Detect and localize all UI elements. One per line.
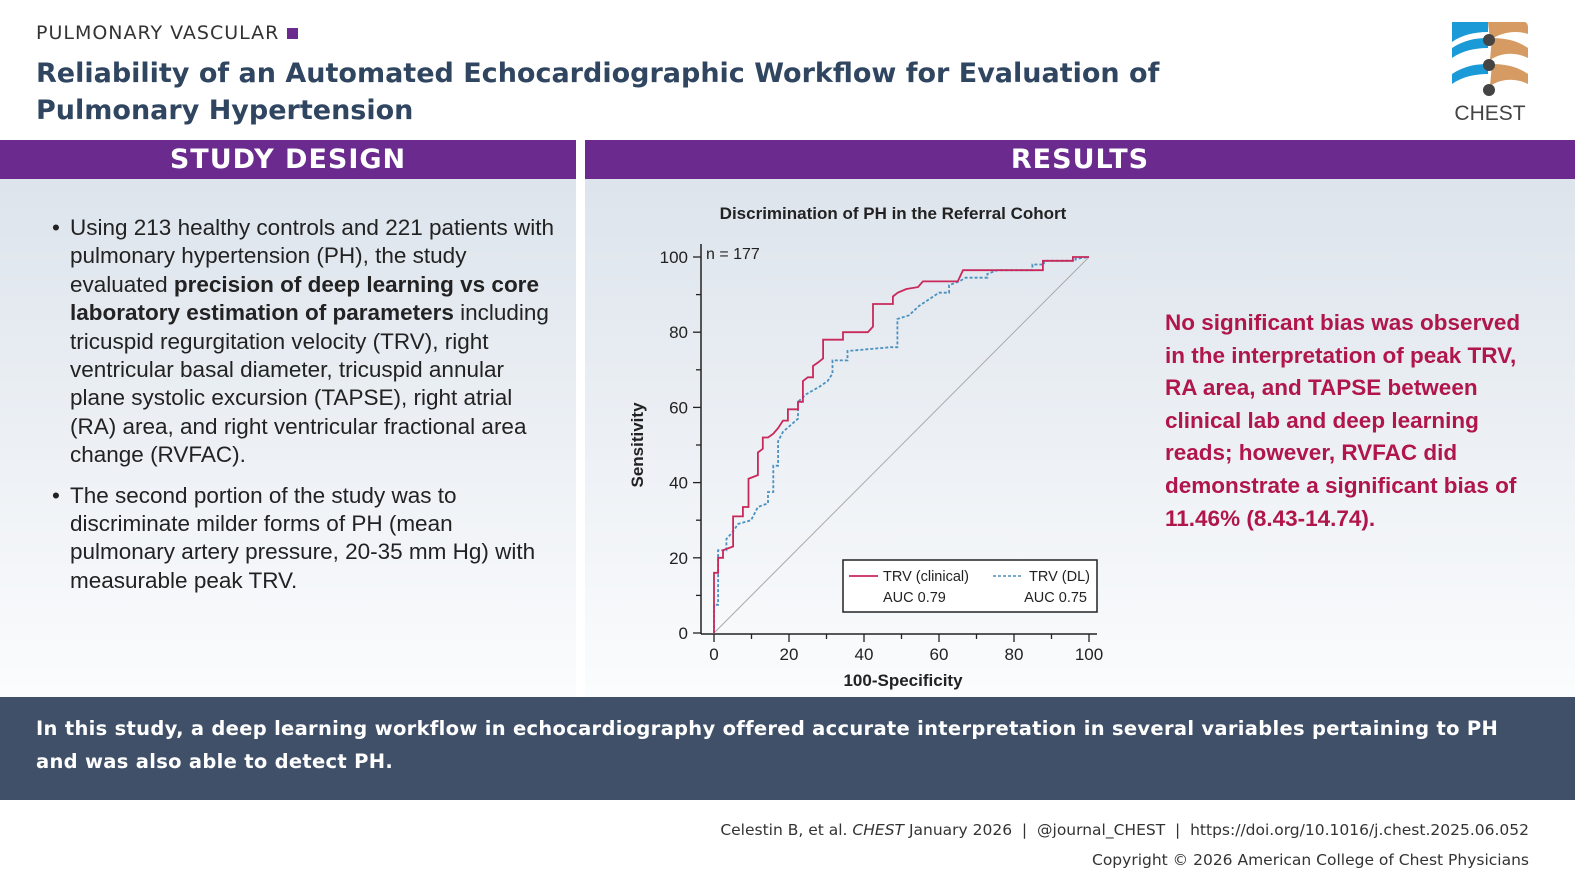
reference-diagonal — [713, 256, 1090, 634]
x-tick-label: 20 — [780, 645, 799, 664]
bullet-item: Using 213 healthy controls and 221 patie… — [52, 214, 562, 470]
study-design-heading: STUDY DESIGN — [0, 140, 576, 179]
y-tick-label: 60 — [669, 398, 688, 417]
citation-line: Celestin B, et al. CHEST January 2026 | … — [720, 821, 1529, 839]
legend-clinical-auc: AUC 0.79 — [883, 590, 946, 606]
results-heading: RESULTS — [585, 140, 1575, 179]
y-tick-label: 100 — [660, 248, 688, 267]
legend-dl-auc: AUC 0.75 — [1024, 590, 1087, 606]
bullet-item: The second portion of the study was to d… — [52, 482, 562, 596]
chest-logo: CHEST — [1452, 22, 1528, 124]
section-kicker: PULMONARY VASCULAR — [36, 22, 299, 44]
x-tick-label: 100 — [1075, 645, 1103, 664]
logo-text: CHEST — [1454, 102, 1525, 124]
kicker-square-icon — [287, 28, 299, 39]
y-tick-label: 20 — [669, 549, 688, 568]
y-axis-label: Sensitivity — [628, 402, 647, 488]
n-annotation: n = 177 — [706, 246, 760, 263]
x-axis-label: 100-Specificity — [843, 671, 963, 690]
series-line-dl — [713, 256, 1090, 633]
y-tick-label: 0 — [679, 624, 688, 643]
conclusion-band: In this study, a deep learning workflow … — [0, 697, 1575, 800]
legend-clinical-label: TRV (clinical) — [883, 569, 969, 585]
legend: TRV (clinical) AUC 0.79 TRV (DL) AUC 0.7… — [842, 559, 1098, 613]
study-design-list: Using 213 healthy controls and 221 patie… — [52, 214, 562, 607]
y-tick-label: 80 — [669, 323, 688, 342]
x-tick-label: 80 — [1005, 645, 1024, 664]
copyright: Copyright © 2026 American College of Che… — [1092, 851, 1529, 869]
chart-title: Discrimination of PH in the Referral Coh… — [720, 204, 1067, 223]
x-tick-label: 40 — [855, 645, 874, 664]
results-finding: No significant bias was observed in the … — [1165, 310, 1521, 531]
series-line-clinical — [713, 256, 1089, 633]
logo-stripes-icon — [1452, 22, 1528, 96]
x-tick-label: 60 — [930, 645, 949, 664]
page-title: Reliability of an Automated Echocardiogr… — [36, 58, 1160, 126]
legend-dl-label: TRV (DL) — [1029, 569, 1090, 585]
y-tick-label: 40 — [669, 474, 688, 493]
citation: Celestin B, et al. CHEST January 2026 | … — [720, 815, 1529, 875]
x-tick-label: 0 — [709, 645, 718, 664]
